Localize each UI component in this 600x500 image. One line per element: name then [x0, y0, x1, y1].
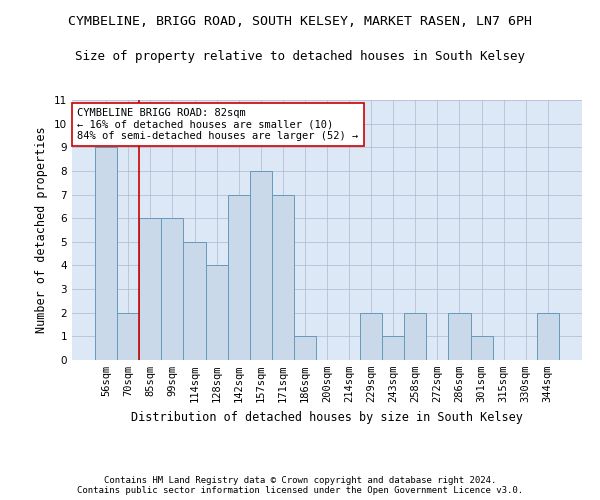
Text: CYMBELINE, BRIGG ROAD, SOUTH KELSEY, MARKET RASEN, LN7 6PH: CYMBELINE, BRIGG ROAD, SOUTH KELSEY, MAR…: [68, 15, 532, 28]
Text: CYMBELINE BRIGG ROAD: 82sqm
← 16% of detached houses are smaller (10)
84% of sem: CYMBELINE BRIGG ROAD: 82sqm ← 16% of det…: [77, 108, 358, 141]
Text: Size of property relative to detached houses in South Kelsey: Size of property relative to detached ho…: [75, 50, 525, 63]
Y-axis label: Number of detached properties: Number of detached properties: [35, 126, 49, 334]
Bar: [448, 312, 470, 360]
Bar: [294, 336, 316, 360]
Bar: [95, 148, 117, 360]
Bar: [227, 194, 250, 360]
Text: Contains HM Land Registry data © Crown copyright and database right 2024.
Contai: Contains HM Land Registry data © Crown c…: [77, 476, 523, 495]
Bar: [139, 218, 161, 360]
Bar: [117, 312, 139, 360]
Bar: [206, 266, 227, 360]
Bar: [470, 336, 493, 360]
Bar: [382, 336, 404, 360]
Bar: [250, 171, 272, 360]
Bar: [537, 312, 559, 360]
Bar: [272, 194, 294, 360]
Bar: [360, 312, 382, 360]
X-axis label: Distribution of detached houses by size in South Kelsey: Distribution of detached houses by size …: [131, 410, 523, 424]
Bar: [161, 218, 184, 360]
Bar: [184, 242, 206, 360]
Bar: [404, 312, 427, 360]
